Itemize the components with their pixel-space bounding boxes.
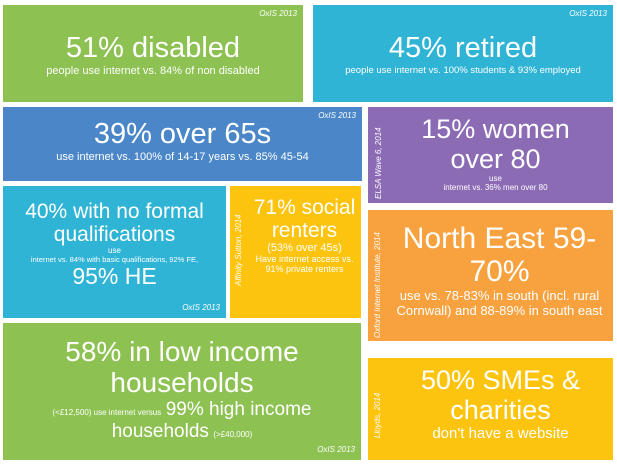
source: Oxford Internet Institute, 2014 [373, 232, 382, 338]
headline: households [111, 420, 209, 442]
source: Lloyds, 2014 [373, 392, 382, 438]
text: use vs. 78-83% in south (incl. rural Cor… [396, 288, 603, 318]
tile: OxIS 2013 51% disabled people use intern… [3, 5, 303, 102]
source: OxIS 2013 [259, 9, 297, 18]
headline: 58% in low income households [65, 336, 299, 398]
tile: ELSA Wave 6, 2014 15% women over 80 use … [368, 107, 613, 203]
text: internet vs. 36% men over 80 [443, 183, 548, 193]
text: use internet vs. 100% of 14-17 years vs.… [56, 150, 309, 163]
text: use [489, 174, 502, 184]
headline: 15% women over 80 [421, 114, 570, 174]
text: don't have a website [432, 425, 569, 443]
tile: OxIS 2013 45% retired people use interne… [313, 5, 613, 102]
tile: Lloyds, 2014 50% SMEs & charities don't … [368, 358, 613, 460]
headline: North East 59-70% [402, 222, 597, 288]
source: OxIS 2013 [317, 445, 355, 454]
headline: 50% SMEs & charities [420, 365, 581, 425]
tile: 40% with no formal qualifications use in… [3, 186, 226, 318]
headline: 71% social renters [253, 196, 356, 243]
headline: 95% HE [72, 263, 157, 290]
headline: 45% retired [388, 32, 538, 64]
text: people use internet vs. 84% of non disab… [46, 64, 260, 77]
source: Affinity Sutton, 2014 [234, 214, 243, 286]
text: internet vs. 84% with basic qualificatio… [30, 255, 199, 265]
text: use [108, 246, 121, 256]
headline: 99% high income [165, 398, 312, 420]
tile: OxIS 2013 39% over 65s use internet vs. … [3, 107, 362, 181]
tile: Oxford Internet Institute, 2014 North Ea… [368, 210, 613, 341]
source: OxIS 2013 [182, 303, 220, 312]
text: Have internet access vs. 91% private ren… [255, 254, 354, 275]
source: OxIS 2013 [318, 111, 356, 120]
text: (53% over 45s) [267, 242, 342, 255]
source: OxIS 2013 [569, 9, 607, 18]
text: (<£12,500) use internet versus [52, 407, 162, 417]
tile: 58% in low income households (<£12,500) … [3, 323, 361, 460]
headline: 51% disabled [65, 32, 241, 64]
source: ELSA Wave 6, 2014 [374, 127, 383, 199]
headline: 39% over 65s [93, 118, 272, 150]
headline: 40% with no formal qualifications [25, 200, 204, 247]
text: (>£40,000) [213, 429, 253, 439]
text: people use internet vs. 100% students & … [345, 64, 581, 76]
tile: Affinity Sutton, 2014 71% social renters… [230, 186, 361, 318]
